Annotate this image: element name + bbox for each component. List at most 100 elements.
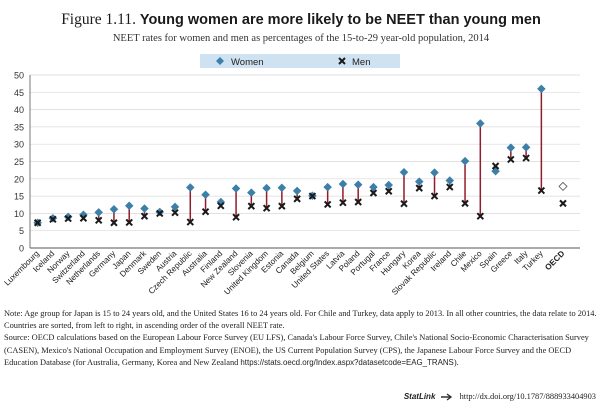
men-point bbox=[125, 218, 133, 227]
women-point bbox=[201, 190, 210, 200]
y-tick-label: 45 bbox=[14, 88, 24, 98]
figure-title: Figure 1.11. Young women are more likely… bbox=[0, 11, 602, 29]
y-tick-label: 0 bbox=[19, 244, 24, 254]
women-point bbox=[170, 202, 180, 212]
women-point bbox=[399, 167, 409, 177]
men-point bbox=[491, 162, 500, 170]
women-point bbox=[262, 183, 271, 193]
men-point bbox=[559, 199, 567, 208]
y-tick-label: 30 bbox=[14, 140, 24, 150]
y-tick-label: 50 bbox=[14, 71, 24, 81]
women-point bbox=[558, 181, 568, 191]
legend: Women Men bbox=[200, 54, 400, 68]
men-point bbox=[522, 154, 530, 162]
women-point bbox=[460, 156, 470, 166]
men-point bbox=[339, 198, 347, 207]
men-point bbox=[415, 184, 423, 192]
women-point bbox=[140, 204, 149, 213]
y-tick-label: 5 bbox=[19, 226, 24, 236]
men-point bbox=[247, 202, 256, 210]
legend-women-label: Women bbox=[231, 57, 264, 68]
source-tail: ). bbox=[453, 357, 459, 367]
men-point bbox=[446, 183, 454, 191]
men-point bbox=[140, 212, 149, 220]
men-point bbox=[354, 198, 362, 206]
men-point bbox=[308, 192, 317, 200]
figure-heading: Young women are more likely to be NEET t… bbox=[139, 12, 541, 28]
women-point bbox=[475, 119, 485, 128]
men-point bbox=[293, 195, 301, 203]
men-point bbox=[400, 200, 408, 208]
men-point bbox=[507, 155, 515, 164]
women-point bbox=[521, 142, 531, 152]
men-point bbox=[385, 187, 393, 195]
women-point bbox=[384, 180, 394, 190]
women-point bbox=[231, 184, 241, 193]
source-paragraph: Source: OECD calculations based on the E… bbox=[4, 332, 598, 369]
men-point bbox=[49, 215, 57, 223]
x-tick-label: OECD bbox=[543, 249, 566, 272]
legend-men-marker bbox=[338, 57, 346, 65]
women-point bbox=[109, 204, 119, 214]
notes-block: Note: Age group for Japan is 15 to 24 ye… bbox=[4, 308, 598, 369]
men-point bbox=[278, 202, 286, 210]
legend-women-marker bbox=[216, 57, 224, 65]
statlink-url[interactable]: http://dx.doi.org/10.1787/888933404903 bbox=[459, 392, 596, 401]
men-point bbox=[156, 209, 164, 218]
men-point bbox=[94, 216, 103, 225]
men-point bbox=[33, 219, 42, 227]
men-point bbox=[217, 202, 225, 210]
men-point bbox=[232, 213, 240, 221]
note-text: Note: Age group for Japan is 15 to 24 ye… bbox=[4, 309, 597, 318]
figure-number: Figure 1.11. bbox=[61, 11, 136, 28]
women-point bbox=[506, 143, 516, 153]
statlink-label: StatLink bbox=[403, 392, 436, 401]
statlink-row: StatLink http://dx.doi.org/10.1787/88893… bbox=[404, 392, 596, 401]
y-tick-label: 40 bbox=[14, 105, 24, 115]
women-point bbox=[185, 183, 195, 192]
women-point bbox=[353, 180, 363, 190]
women-point bbox=[246, 188, 256, 197]
source-link[interactable]: https://stats.oecd.org/Index.aspx?datase… bbox=[240, 357, 454, 367]
men-point bbox=[201, 207, 210, 216]
men-point bbox=[262, 204, 271, 212]
women-point bbox=[292, 186, 302, 196]
women-point bbox=[445, 176, 455, 185]
women-point bbox=[369, 182, 378, 192]
y-tick-label: 10 bbox=[14, 209, 24, 219]
men-point bbox=[110, 219, 118, 227]
figure-subtitle: NEET rates for women and men as percenta… bbox=[112, 33, 490, 44]
women-point bbox=[537, 84, 546, 94]
women-point bbox=[414, 177, 424, 186]
women-point bbox=[323, 182, 333, 192]
y-axis: 0 5 10 15 20 25 30 35 40 45 50 bbox=[14, 71, 31, 254]
neet-chart: Women Men 0 5 10 15 20 25 30 35 40 45 50 Luxembourg… bbox=[2, 54, 580, 297]
y-tick-label: 25 bbox=[14, 157, 24, 167]
men-point bbox=[323, 200, 332, 209]
men-point bbox=[171, 209, 179, 217]
men-point bbox=[186, 218, 194, 226]
data-points bbox=[33, 84, 568, 228]
legend-box bbox=[200, 54, 400, 68]
men-point bbox=[430, 192, 439, 200]
source-text: Source: OECD calculations based on the E… bbox=[4, 333, 589, 367]
men-point bbox=[476, 212, 485, 220]
men-point bbox=[79, 214, 88, 222]
y-tick-label: 15 bbox=[14, 192, 24, 202]
women-point bbox=[430, 168, 439, 177]
y-tick-label: 20 bbox=[14, 174, 24, 184]
y-tick-label: 35 bbox=[14, 122, 24, 132]
men-point bbox=[537, 186, 546, 195]
women-point bbox=[94, 208, 104, 217]
legend-men-label: Men bbox=[352, 57, 370, 68]
men-point bbox=[64, 214, 72, 223]
women-point bbox=[124, 201, 134, 211]
gridlines bbox=[30, 74, 580, 249]
men-point bbox=[461, 199, 469, 208]
statlink-arrow-icon bbox=[441, 393, 453, 401]
women-point bbox=[338, 179, 348, 189]
x-axis-labels: LuxembourgIcelandNorwaySwitzerlandNether… bbox=[2, 248, 566, 297]
men-point bbox=[369, 189, 378, 197]
women-point bbox=[277, 183, 287, 193]
sorting-text: Countries are sorted, from left to right… bbox=[4, 321, 285, 331]
